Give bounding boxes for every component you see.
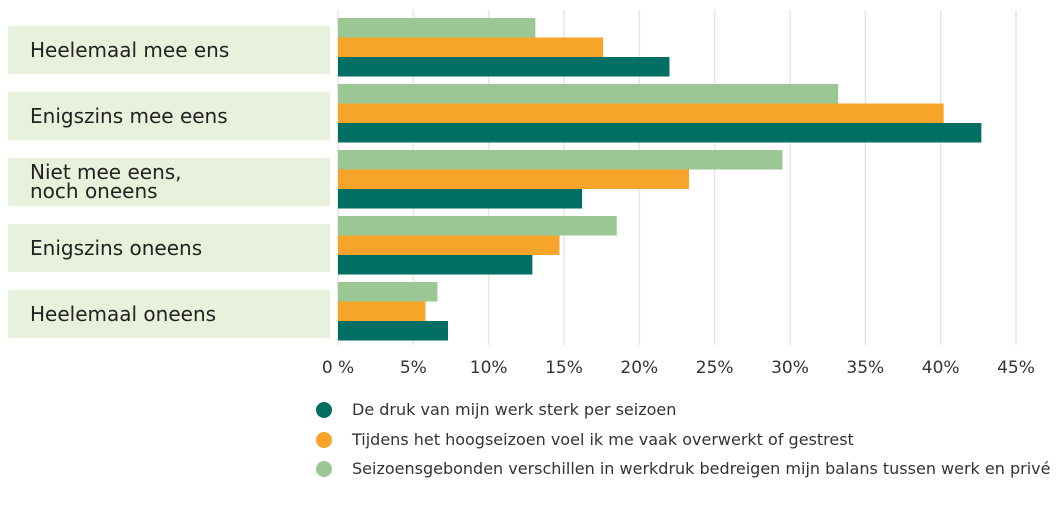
bar — [338, 18, 536, 38]
legend-item: Seizoensgebonden verschillen in werkdruk… — [316, 456, 1056, 482]
x-tick-label: 15% — [545, 358, 583, 378]
legend-label: De druk van mijn werk sterk per seizoen — [352, 400, 677, 419]
bar — [338, 189, 583, 209]
x-tick-label: 30% — [771, 358, 809, 378]
bar — [338, 150, 783, 170]
x-tick-label: 25% — [696, 358, 734, 378]
legend-label: Tijdens het hoogseizoen voel ik me vaak … — [352, 430, 854, 449]
bar — [338, 216, 617, 236]
bar — [338, 301, 426, 321]
category-label: Enigszins oneens — [8, 224, 330, 272]
category-label: Heelemaal oneens — [8, 290, 330, 338]
legend-swatch — [316, 461, 332, 477]
bar — [338, 255, 533, 275]
legend-swatch — [316, 402, 332, 418]
bar — [338, 123, 982, 143]
bar — [338, 321, 448, 341]
x-tick-label: 40% — [922, 358, 960, 378]
x-tick-label: 5% — [400, 358, 427, 378]
x-tick-label: 0 % — [322, 358, 354, 378]
bar — [338, 169, 690, 189]
x-tick-label: 35% — [846, 358, 884, 378]
bar — [338, 235, 560, 255]
x-tick-label: 45% — [997, 358, 1035, 378]
category-label: Niet mee eens, noch oneens — [8, 158, 330, 206]
bar — [338, 57, 670, 77]
bar — [338, 84, 839, 104]
bar — [338, 103, 944, 123]
legend-item: Tijdens het hoogseizoen voel ik me vaak … — [316, 427, 1056, 453]
x-tick-label: 10% — [470, 358, 508, 378]
x-tick-label: 20% — [620, 358, 658, 378]
category-label: Heelemaal mee ens — [8, 26, 330, 74]
bar — [338, 37, 604, 57]
legend-label: Seizoensgebonden verschillen in werkdruk… — [352, 459, 1051, 478]
legend-swatch — [316, 432, 332, 448]
category-label: Enigszins mee eens — [8, 92, 330, 140]
bar — [338, 282, 438, 302]
legend-item: De druk van mijn werk sterk per seizoen — [316, 397, 1056, 423]
